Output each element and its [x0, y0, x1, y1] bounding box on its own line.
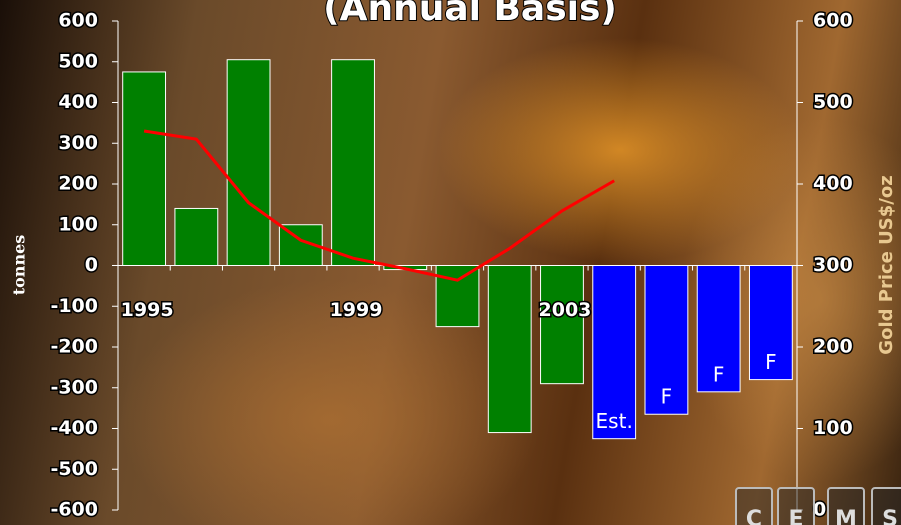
nav-button[interactable]	[827, 487, 865, 525]
y-tick-label: -500	[50, 458, 98, 480]
nav-button[interactable]	[777, 487, 815, 525]
y-tick-label: -600	[50, 499, 98, 521]
price-line	[143, 129, 615, 282]
y-tick-label: -200	[50, 336, 98, 358]
x-tick-label: 1995	[121, 299, 174, 321]
bar	[226, 59, 271, 267]
y-tick-label: 600	[58, 10, 98, 32]
y-axis-label: tonnes	[10, 235, 29, 296]
bar	[331, 59, 375, 267]
bar-annotation: Est.	[596, 409, 633, 433]
bar-annotation: F	[765, 350, 777, 374]
y2-tick-label: 400	[813, 173, 853, 195]
bar	[644, 265, 689, 415]
nav-button-label[interactable]: S	[882, 507, 898, 525]
y-tick-label: -300	[50, 376, 98, 398]
y2-tick-label: 200	[813, 336, 853, 358]
bar	[592, 265, 637, 440]
y-tick-label: 300	[58, 132, 98, 154]
y2-tick-label: 100	[813, 417, 853, 439]
y-tick-label: 200	[58, 173, 98, 195]
bar	[487, 265, 532, 434]
bar-annotation: F	[661, 385, 673, 409]
nav-button-label[interactable]: E	[788, 507, 803, 525]
y-tick-label: 0	[85, 254, 98, 276]
y2-tick-label: 600	[813, 10, 853, 32]
bar	[696, 265, 741, 393]
nav-button-label[interactable]: M	[835, 507, 857, 525]
bar	[122, 71, 167, 266]
y2-tick-label: 300	[813, 254, 853, 276]
y2-tick-label: 0	[813, 499, 826, 521]
x-tick-label: 2003	[539, 299, 592, 321]
nav-button[interactable]	[735, 487, 773, 525]
nav-button[interactable]	[871, 487, 901, 525]
y-tick-label: -400	[50, 417, 98, 439]
y2-axis-label: Gold Price US$/oz	[876, 175, 897, 354]
bar	[435, 265, 480, 328]
x-tick-label: 1999	[330, 299, 383, 321]
bar	[540, 265, 584, 385]
bar	[748, 265, 793, 381]
bar-annotation: F	[713, 362, 725, 386]
y2-tick-label: 500	[813, 91, 853, 113]
y-tick-label: 400	[58, 91, 98, 113]
chart-title: (Annual Basis)	[323, 0, 617, 29]
y-tick-label: 500	[58, 50, 98, 72]
y-tick-label: 100	[58, 213, 98, 235]
nav-button-label[interactable]: C	[746, 507, 762, 525]
y-tick-label: -100	[50, 295, 98, 317]
bar	[174, 207, 219, 266]
